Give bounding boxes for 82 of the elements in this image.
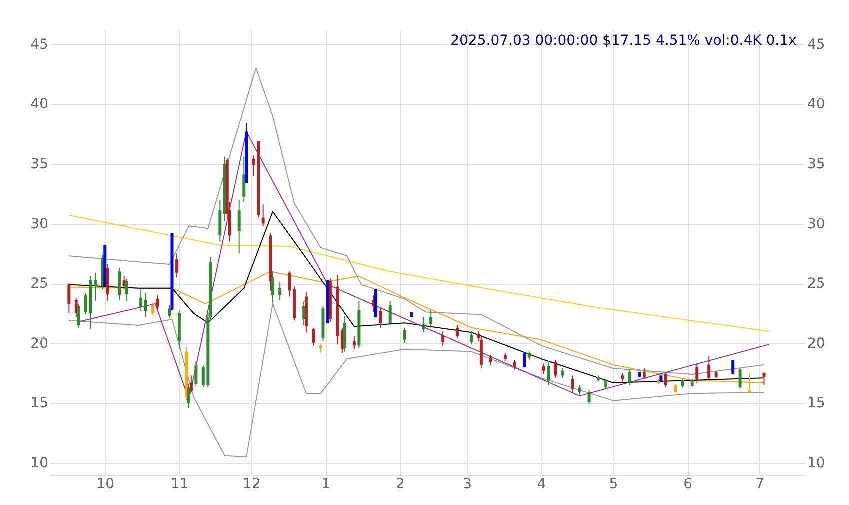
candlestick bbox=[523, 352, 526, 368]
candlestick bbox=[664, 372, 668, 388]
y-tick-label: 40 bbox=[30, 96, 48, 113]
candlestick bbox=[188, 384, 191, 409]
x-tick-label: 3 bbox=[463, 476, 472, 492]
candlestick bbox=[168, 304, 172, 319]
candlestick bbox=[561, 368, 564, 379]
candlestick bbox=[403, 327, 406, 344]
candlestick bbox=[604, 378, 608, 390]
line-series bbox=[68, 211, 765, 384]
candlestick bbox=[140, 289, 143, 312]
x-tick-label: 5 bbox=[609, 476, 618, 492]
candlestick bbox=[278, 282, 282, 301]
x-tick-label: 6 bbox=[684, 476, 693, 492]
candlestick bbox=[271, 271, 274, 304]
candlestick bbox=[352, 336, 356, 350]
y2-tick-label: 15 bbox=[808, 396, 826, 412]
y-tick-label: 15 bbox=[30, 396, 48, 412]
y-tick-label: 45 bbox=[30, 36, 48, 53]
candlestick bbox=[642, 368, 646, 380]
y2-tick-label: 35 bbox=[808, 156, 826, 172]
line-series bbox=[68, 303, 765, 458]
candlestick bbox=[696, 363, 699, 384]
candlestick bbox=[194, 360, 198, 387]
y2-tick-label: 45 bbox=[808, 36, 826, 53]
line-series bbox=[68, 214, 770, 332]
candlestick bbox=[68, 283, 71, 314]
candlestick bbox=[442, 330, 445, 346]
candlestick bbox=[422, 316, 426, 334]
candlestick bbox=[379, 307, 382, 328]
x-tick-label: 2 bbox=[396, 476, 405, 492]
candlestick bbox=[262, 204, 265, 227]
candlestick bbox=[732, 360, 735, 376]
candlestick bbox=[738, 368, 742, 390]
y2-tick-label: 40 bbox=[808, 96, 826, 113]
candlestick bbox=[628, 369, 632, 386]
candlestick bbox=[94, 272, 98, 302]
candlestick bbox=[77, 303, 80, 328]
x-tick-label: 7 bbox=[756, 476, 764, 492]
y2-tick-label: 10 bbox=[808, 456, 826, 472]
y-tick-label: 10 bbox=[30, 456, 48, 472]
candlestick bbox=[554, 360, 558, 379]
candlestick bbox=[156, 295, 160, 310]
candlestick bbox=[542, 363, 546, 376]
y-tick-label: 20 bbox=[30, 336, 48, 352]
y-tick-label: 30 bbox=[30, 216, 48, 232]
candlestick bbox=[242, 156, 246, 203]
x-tick-label: 1 bbox=[322, 476, 331, 492]
candlestick bbox=[144, 292, 148, 318]
candlestick bbox=[238, 199, 241, 254]
y2-tick-label: 25 bbox=[808, 276, 826, 292]
candlestick bbox=[152, 302, 155, 316]
candlestick bbox=[708, 356, 711, 381]
x-tick-label: 4 bbox=[537, 476, 546, 492]
candlestick bbox=[252, 155, 256, 176]
candlestick bbox=[588, 390, 591, 405]
x-tick-label: 10 bbox=[96, 476, 115, 492]
candlestick bbox=[118, 268, 122, 301]
y2-tick-label: 30 bbox=[808, 216, 826, 232]
candlestick bbox=[456, 324, 459, 340]
candlestick bbox=[578, 384, 582, 396]
candlestick bbox=[388, 301, 392, 326]
line-series bbox=[68, 68, 765, 376]
chart-title: 2025.07.03 00:00:00 $17.15 4.51% vol:0.4K 0.1x bbox=[450, 33, 797, 49]
candlestick bbox=[571, 375, 574, 393]
candlestick bbox=[190, 375, 193, 393]
x-tick-label: 11 bbox=[171, 476, 189, 492]
candlestick bbox=[490, 354, 493, 366]
candlestick bbox=[513, 360, 516, 370]
candlestick bbox=[430, 309, 433, 328]
x-tick-label: 12 bbox=[242, 476, 261, 492]
candlestick bbox=[125, 278, 128, 302]
candlestick bbox=[547, 360, 550, 386]
candlestick bbox=[176, 253, 179, 278]
candlestick bbox=[312, 327, 316, 346]
candlestick bbox=[470, 330, 474, 346]
y-tick-label: 25 bbox=[30, 276, 48, 292]
y-tick-label: 35 bbox=[30, 156, 48, 172]
candlestick bbox=[288, 271, 292, 298]
candlestick bbox=[762, 372, 766, 386]
y2-tick-label: 20 bbox=[808, 336, 826, 352]
candlestick bbox=[74, 297, 78, 318]
